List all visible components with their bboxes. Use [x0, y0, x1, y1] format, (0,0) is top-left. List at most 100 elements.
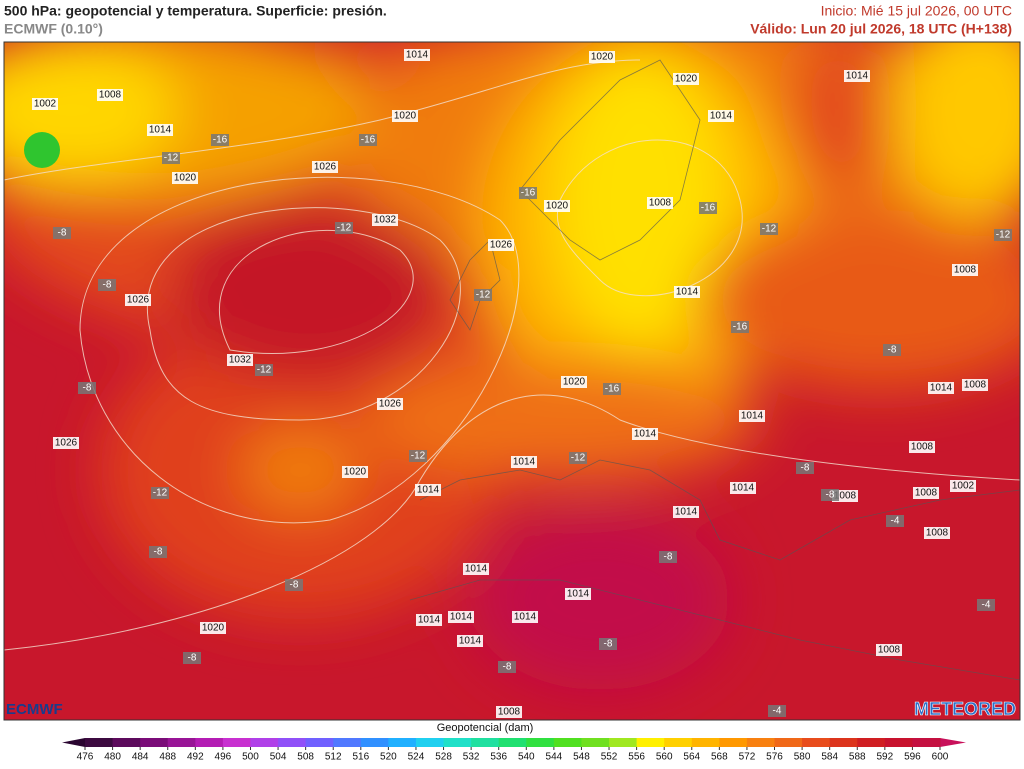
pressure-label-box: [147, 124, 173, 136]
pressure-label-box: [97, 89, 123, 101]
colorbar-segment: [222, 738, 251, 747]
colorbar-tick-label: 560: [656, 752, 673, 763]
colorbar-tick-label: 592: [876, 752, 893, 763]
colorbar-segment: [526, 738, 555, 747]
temperature-label: -12: [762, 224, 777, 235]
pressure-label-box: [200, 622, 226, 634]
temperature-label-box: [821, 489, 839, 501]
colorbar-tick-label: 552: [601, 752, 618, 763]
colorbar-segment: [581, 738, 610, 747]
map-frame: [3, 41, 1021, 721]
temperature-label: -4: [891, 516, 900, 527]
colorbar-tick-label: 504: [270, 752, 287, 763]
temperature-label: -8: [801, 463, 810, 474]
temperature-label: -16: [733, 322, 748, 333]
title: 500 hPa: geopotencial y temperatura. Sup…: [4, 3, 387, 19]
pressure-label: 1026: [127, 295, 150, 306]
pressure-label-box: [730, 482, 756, 494]
pressure-label: 1008: [964, 380, 987, 391]
temperature-label: -8: [154, 547, 163, 558]
pressure-label: 1020: [394, 111, 417, 122]
pressure-label-box: [674, 286, 700, 298]
pressure-label-box: [913, 487, 939, 499]
colorbar-tick-label: 572: [739, 752, 756, 763]
colorbar-segment: [360, 738, 389, 747]
colorbar-tick-label: 540: [518, 752, 535, 763]
temperature-label-box: [977, 599, 995, 611]
temperature-label-box: [98, 279, 116, 291]
pressure-label: 1008: [915, 488, 938, 499]
colorbar-tick-label: 492: [187, 752, 204, 763]
temperature-label: -8: [58, 228, 67, 239]
pressure-label-box: [565, 588, 591, 600]
colorbar-tick-label: 508: [297, 752, 314, 763]
pressure-label-box: [377, 398, 403, 410]
temperature-label-box: [731, 321, 749, 333]
colorbar-end-left: [62, 738, 85, 747]
model: ECMWF (0.10°): [4, 21, 103, 37]
pressure-label: 1014: [846, 71, 869, 82]
pressure-label: 1008: [926, 528, 949, 539]
colorbar-segment: [140, 738, 169, 747]
colorbar-segment: [857, 738, 886, 747]
pressure-label-box: [632, 428, 658, 440]
colorbar-segment: [774, 738, 803, 747]
pressure-label-box: [739, 410, 765, 422]
logo-left: ECMWF: [6, 701, 63, 718]
pressure-label-box: [647, 197, 673, 209]
colorbar-segment: [305, 738, 334, 747]
temperature-label-box: [760, 223, 778, 235]
colorbar-segment: [85, 738, 114, 747]
pressure-label: 1002: [952, 481, 975, 492]
pressure-label-box: [928, 382, 954, 394]
pressure-label: 1020: [202, 623, 225, 634]
colorbar-segment: [112, 738, 141, 747]
colorbar-segment: [250, 738, 279, 747]
colorbar-segment: [471, 738, 500, 747]
pressure-label: 1014: [710, 111, 733, 122]
pressure-label: 1008: [498, 707, 521, 718]
pressure-label-box: [952, 264, 978, 276]
temperature-label-box: [53, 227, 71, 239]
colorbar-tick-label: 512: [325, 752, 342, 763]
pressure-label: 1014: [406, 50, 429, 61]
start-time: Inicio: Mié 15 jul 2026, 00 UTC: [821, 3, 1012, 19]
temperature-label: -16: [701, 203, 716, 214]
map: [4, 42, 1020, 720]
pressure-label: 1020: [563, 377, 586, 388]
pressure-label: 1014: [514, 612, 537, 623]
pressure-label: 1014: [465, 564, 488, 575]
colorbar-segment: [195, 738, 224, 747]
colorbar-tick-label: 532: [463, 752, 480, 763]
colorbar-segment: [664, 738, 693, 747]
colorbar-segment: [333, 738, 362, 747]
colorbar-segment: [884, 738, 913, 747]
temperature-label-box: [255, 364, 273, 376]
colorbar-end-right: [940, 738, 966, 747]
pressure-label-box: [463, 563, 489, 575]
temperature-label-box: [659, 551, 677, 563]
pressure-label-box: [673, 506, 699, 518]
colorbar-tick-label: 576: [766, 752, 783, 763]
colorbar-segment: [415, 738, 445, 747]
temperature-label: -8: [83, 383, 92, 394]
pressure-label-box: [589, 51, 615, 63]
pressure-label-box: [312, 161, 338, 173]
colorbar-tick-label: 476: [77, 752, 94, 763]
pressure-label-box: [125, 294, 151, 306]
pressure-label: 1014: [732, 483, 755, 494]
temperature-label: -16: [521, 188, 536, 199]
colorbar-tick-label: 580: [794, 752, 811, 763]
temperature-label: -12: [476, 290, 491, 301]
temperature-label: -12: [571, 453, 586, 464]
pressure-label-box: [172, 172, 198, 184]
temperature-label-box: [335, 222, 353, 234]
pressure-label: 1014: [567, 589, 590, 600]
colorbar-tick-label: 564: [683, 752, 700, 763]
temperature-label: -12: [257, 365, 272, 376]
colorbar-segment: [609, 738, 638, 747]
pressure-label-box: [844, 70, 870, 82]
pressure-label: 1026: [379, 399, 402, 410]
temperature-label: -8: [103, 280, 112, 291]
temperature-label: -12: [337, 223, 352, 234]
